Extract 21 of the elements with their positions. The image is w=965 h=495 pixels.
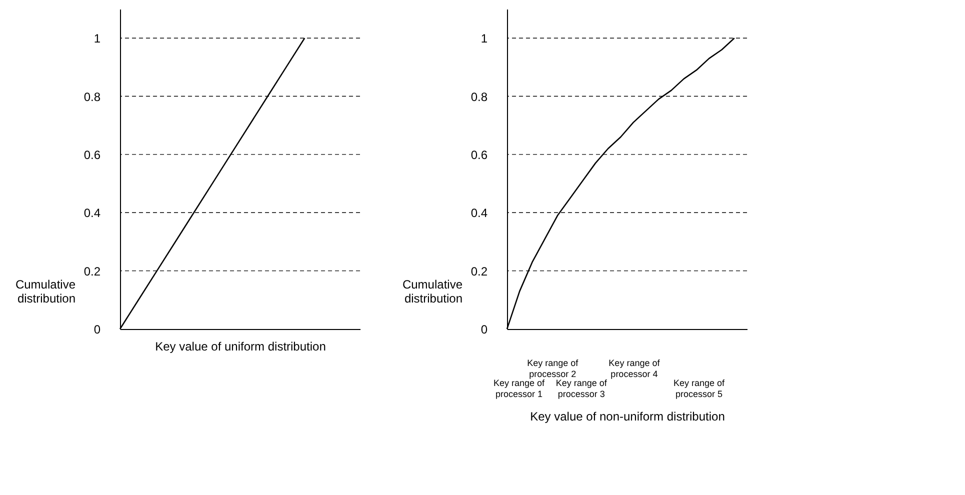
y-tick-label: 1 — [480, 32, 488, 46]
y-tick-label: 1 — [94, 32, 101, 46]
y-tick-label: 0.6 — [470, 148, 488, 162]
y-axis-title: Cumulative distribution — [15, 278, 76, 306]
x-axis-title: Key value of non-uniform distribution — [530, 410, 725, 424]
y-tick-label: 0 — [480, 322, 488, 336]
x-axis-title: Key value of uniform distribution — [155, 340, 326, 354]
y-tick-label: 0.8 — [84, 90, 101, 104]
y-tick-label: 0.8 — [470, 90, 488, 104]
y-tick-label: 0.4 — [84, 206, 101, 220]
y-tick-label: 0 — [94, 322, 101, 336]
text: Key range of processor 1 — [493, 378, 546, 399]
text: Key range of processor 4 — [608, 358, 660, 379]
y-tick-label: 0.2 — [84, 264, 101, 278]
text: Key range of processor 3 — [556, 378, 608, 399]
y-tick-label: 0.2 — [470, 264, 488, 278]
y-tick-label: 0.4 — [470, 206, 488, 220]
y-axis-title: Cumulative distribution — [402, 278, 463, 306]
text: Key range of processor 5 — [673, 378, 726, 399]
text: Key range of processor 2 — [527, 358, 579, 379]
y-tick-label: 0.6 — [84, 148, 101, 162]
